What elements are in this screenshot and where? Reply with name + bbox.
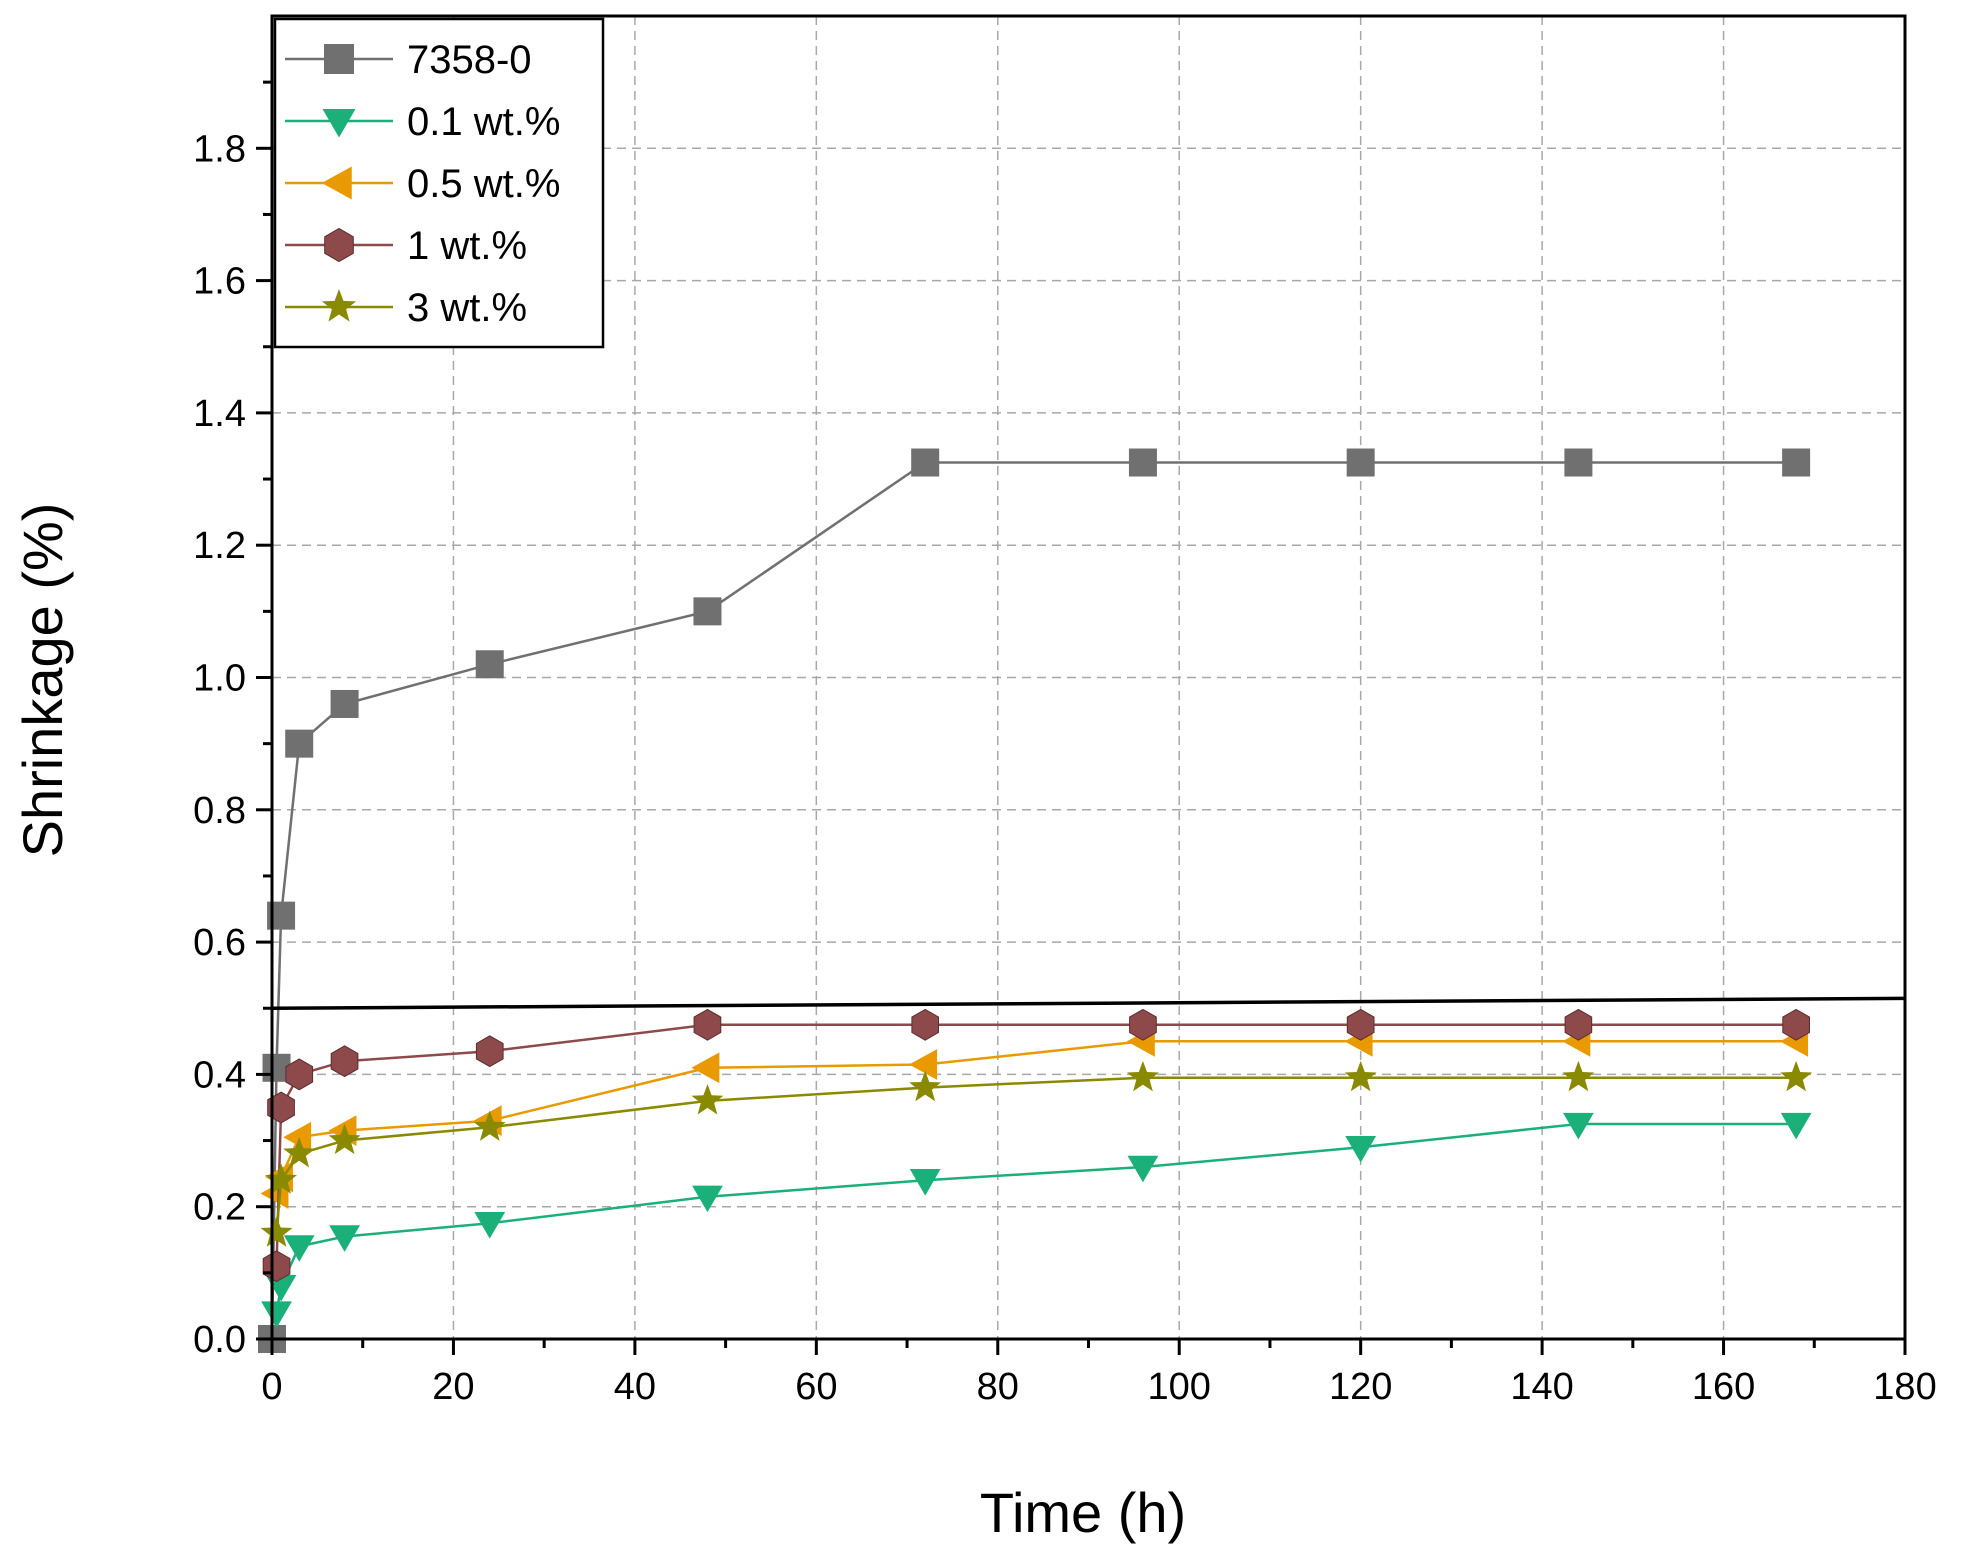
- y-tick-label-1: 0.2: [193, 1187, 246, 1229]
- x-tick-label-0: 0: [261, 1366, 282, 1408]
- data-point-s2-p6: [909, 1049, 938, 1080]
- data-point-s1-p2: [283, 1235, 315, 1262]
- legend-marker-1: [322, 109, 356, 138]
- y-tick-label-7: 1.4: [193, 393, 246, 435]
- data-point-s1-p6: [909, 1169, 941, 1196]
- x-tick-label-1: 20: [432, 1366, 474, 1408]
- legend-label-2: 0.5 wt.%: [407, 162, 560, 206]
- y-tick-label-4: 0.8: [193, 790, 246, 832]
- data-point-s4-p9: [1562, 1060, 1595, 1092]
- series-layer: [258, 448, 1813, 1353]
- x-tick-label-4: 80: [977, 1366, 1019, 1408]
- legend-marker-4: [321, 289, 357, 322]
- data-point-s4-p4: [473, 1110, 506, 1141]
- data-point-s0-p9: [1346, 448, 1375, 477]
- data-point-s4-p2: [283, 1137, 316, 1168]
- data-point-s4-p8: [1344, 1060, 1377, 1092]
- x-tick-label-7: 140: [1510, 1366, 1573, 1408]
- legend-marker-0: [324, 44, 354, 74]
- data-point-s1-p9: [1563, 1112, 1594, 1140]
- annotation-divider-line: [271, 996, 1906, 1010]
- data-point-s0-p8: [1128, 448, 1157, 477]
- data-point-s2-p2: [283, 1121, 312, 1153]
- data-point-s3-p2: [285, 1058, 314, 1091]
- x-axis-title: Time (h): [980, 1481, 1186, 1544]
- y-tick-label-3: 0.6: [193, 922, 246, 964]
- data-point-s4-p6: [909, 1070, 942, 1102]
- data-point-s1-p4: [474, 1212, 506, 1239]
- data-point-s4-p7: [1127, 1060, 1159, 1092]
- legend-label-4: 3 wt.%: [407, 286, 527, 330]
- data-point-s3-p6: [911, 1008, 939, 1041]
- series-line-4: [275, 1076, 1797, 1234]
- data-point-s3-p9: [1564, 1008, 1593, 1041]
- data-point-s3-p1: [267, 1091, 295, 1124]
- data-point-s0-p5: [475, 650, 504, 679]
- data-point-s3-p8: [1346, 1008, 1375, 1041]
- y-tick-label-9: 1.8: [193, 128, 246, 170]
- data-point-s4-p1: [265, 1163, 297, 1194]
- y-tick-label-2: 0.4: [193, 1054, 246, 1096]
- x-tick-label-3: 60: [795, 1366, 837, 1408]
- series-line-3: [275, 1023, 1797, 1267]
- legend-label-0: 7358-0: [407, 38, 532, 82]
- x-tick-label-2: 40: [614, 1366, 656, 1408]
- data-point-s4-p3: [328, 1123, 361, 1155]
- data-point-s2-p5: [691, 1052, 720, 1084]
- x-tick-label-8: 160: [1692, 1366, 1755, 1408]
- data-point-s4-p0: [260, 1216, 293, 1247]
- y-axis-title: Shrinkage (%): [11, 503, 74, 858]
- data-point-s0-p3: [285, 729, 314, 758]
- data-point-s3-p3: [330, 1045, 359, 1078]
- data-point-s1-p0: [261, 1301, 292, 1328]
- series-line-0: [270, 461, 1797, 1340]
- data-point-s1-p7: [1127, 1155, 1159, 1183]
- data-point-s0-p10: [1564, 448, 1593, 477]
- data-point-s4-p5: [691, 1084, 724, 1115]
- legend-label-1: 0.1 wt.%: [407, 100, 560, 144]
- y-tick-label-8: 1.6: [193, 261, 246, 303]
- data-point-s0-p6: [693, 597, 722, 626]
- x-tick-label-9: 180: [1873, 1366, 1936, 1408]
- data-point-s0-p11: [1782, 448, 1811, 477]
- data-point-s3-p7: [1129, 1008, 1157, 1041]
- x-tick-label-5: 100: [1148, 1366, 1211, 1408]
- series-line-1: [275, 1122, 1797, 1313]
- legend-marker-2: [321, 166, 352, 200]
- data-point-s1-p3: [329, 1225, 360, 1252]
- data-point-s4-p10: [1780, 1060, 1813, 1092]
- y-tick-label-6: 1.2: [193, 525, 246, 567]
- data-point-s0-p4: [330, 689, 359, 718]
- legend: 7358-0 0.1 wt.% 0.5 wt.% 1 wt.% 3 wt.%: [273, 17, 605, 349]
- legend-label-3: 1 wt.%: [407, 224, 527, 268]
- legend-marker-3: [324, 227, 354, 263]
- data-point-s1-p5: [692, 1185, 723, 1213]
- data-point-s1-p10: [1780, 1112, 1812, 1140]
- data-point-s1-p8: [1345, 1135, 1377, 1163]
- y-tick-label-0: 0.0: [193, 1319, 246, 1361]
- x-tick-label-6: 120: [1329, 1366, 1392, 1408]
- data-point-s0-p7: [911, 448, 940, 477]
- y-tick-label-5: 1.0: [193, 658, 246, 700]
- data-point-s3-p5: [693, 1008, 722, 1041]
- axis-layer: 0 20 40 60 80 100 120 140 160 180 0.0 0.2 0.4 0.6 0.8 1…: [193, 14, 1937, 1408]
- data-point-s3-p10: [1782, 1008, 1810, 1041]
- data-point-s3-p4: [475, 1035, 504, 1068]
